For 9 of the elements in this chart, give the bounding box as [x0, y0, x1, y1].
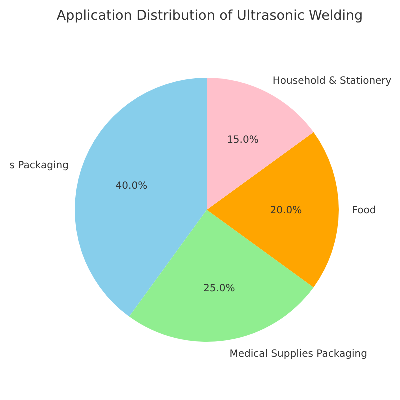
slice-label: Household & Stationery: [272, 76, 392, 88]
data-label: 15.0%: [227, 134, 259, 146]
slice-label: s Packaging: [10, 160, 69, 172]
slice-label: Medical Supplies Packaging: [230, 348, 368, 360]
data-label: 25.0%: [204, 284, 236, 295]
data-label: 40.0%: [116, 181, 148, 192]
slice-label: Food: [352, 206, 376, 216]
chart-title: Application Distribution of Ultrasonic Welding: [56, 8, 364, 24]
data-label: 20.0%: [270, 206, 302, 216]
